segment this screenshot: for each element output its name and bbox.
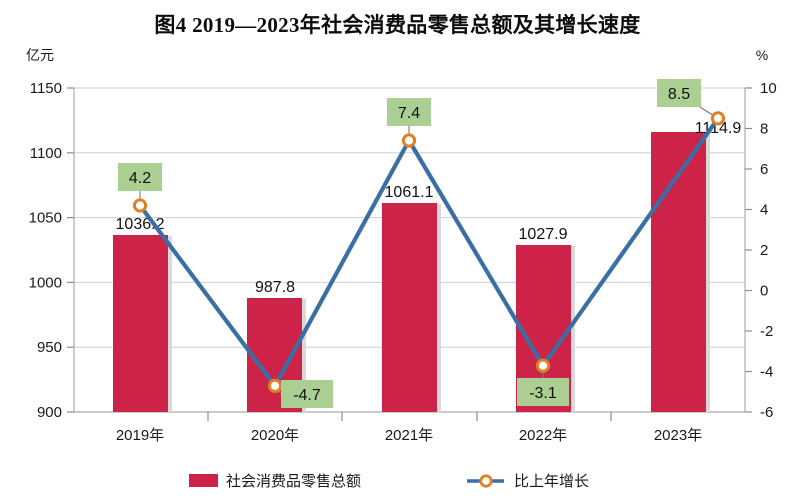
x-axis-label-2023: 2023年 xyxy=(654,427,702,444)
right-axis-unit: % xyxy=(756,47,768,63)
category-labels: 2019年 2020年 2021年 2022年 2023年 xyxy=(116,427,702,444)
x-axis-label-2022: 2022年 xyxy=(519,427,567,444)
right-tick-label: 10 xyxy=(760,80,777,97)
line-label-box xyxy=(118,163,162,191)
right-tick-label: 2 xyxy=(760,242,768,259)
line-value-label: -3.1 xyxy=(529,385,557,402)
left-tick-label: 900 xyxy=(37,404,62,421)
category-separators xyxy=(207,412,612,421)
legend-label-bar: 社会消费品零售总额 xyxy=(226,473,361,490)
line-label-box xyxy=(657,79,701,107)
data-point-marker[interactable] xyxy=(132,198,148,213)
line-value-label: 4.2 xyxy=(129,170,151,187)
right-tick-label: 0 xyxy=(760,283,768,300)
left-axis-unit: 亿元 xyxy=(26,47,54,63)
chart-legend: 社会消费品零售总额 比上年增长 xyxy=(189,473,589,490)
right-tick-label: -4 xyxy=(760,364,773,381)
line-label-box xyxy=(281,380,333,408)
right-tick-label: -6 xyxy=(760,404,773,421)
right-tick-label: -2 xyxy=(760,323,773,340)
bar-value-labels: 1036.2 987.8 1061.1 1027.9 1114.9 xyxy=(116,120,742,296)
bar-2021[interactable] xyxy=(382,203,437,412)
bar-value-label: 987.8 xyxy=(255,279,295,296)
bar-series xyxy=(113,132,710,412)
line-label-box xyxy=(387,98,431,126)
left-tick-label: 1100 xyxy=(30,145,62,162)
x-axis-label-2020: 2020年 xyxy=(251,427,299,444)
right-tick-label: 8 xyxy=(760,121,768,138)
chart-title: 图4 2019—2023年社会消费品零售总额及其增长速度 xyxy=(154,13,641,37)
data-point-marker[interactable] xyxy=(535,358,551,373)
bar-value-label: 1027.9 xyxy=(519,226,568,243)
left-tick-label: 1150 xyxy=(30,80,62,97)
data-point-marker[interactable] xyxy=(267,378,283,393)
x-axis-label-2021: 2021年 xyxy=(385,427,433,444)
line-markers xyxy=(132,111,726,393)
bar-2019[interactable] xyxy=(113,235,168,412)
left-axis-ticks: 1150 1100 1050 1000 950 900 xyxy=(29,80,74,421)
data-point-marker[interactable] xyxy=(401,133,417,148)
bar-value-label: 1061.1 xyxy=(385,184,434,201)
line-value-label: 7.4 xyxy=(398,105,420,122)
left-tick-label: 950 xyxy=(37,339,62,356)
right-tick-label: 6 xyxy=(760,161,768,178)
right-axis-ticks: 10 8 6 4 2 0 -2 -4 -6 xyxy=(745,80,777,421)
x-axis-label-2019: 2019年 xyxy=(116,427,164,444)
legend-label-growth: 比上年增长 xyxy=(514,473,589,490)
line-label-box xyxy=(517,378,569,406)
line-value-labels: 4.2 -4.7 7.4 -3.1 8.5 xyxy=(118,79,701,408)
data-point-marker[interactable] xyxy=(710,111,726,126)
line-value-label: -4.7 xyxy=(293,387,321,404)
right-tick-label: 4 xyxy=(760,202,768,219)
left-tick-label: 1050 xyxy=(29,210,62,227)
left-tick-label: 1000 xyxy=(29,274,62,291)
bar-2023[interactable] xyxy=(651,132,706,412)
line-value-label: 8.5 xyxy=(668,86,690,103)
legend-swatch-bar[interactable] xyxy=(189,474,218,487)
legend-marker-icon xyxy=(479,474,493,488)
